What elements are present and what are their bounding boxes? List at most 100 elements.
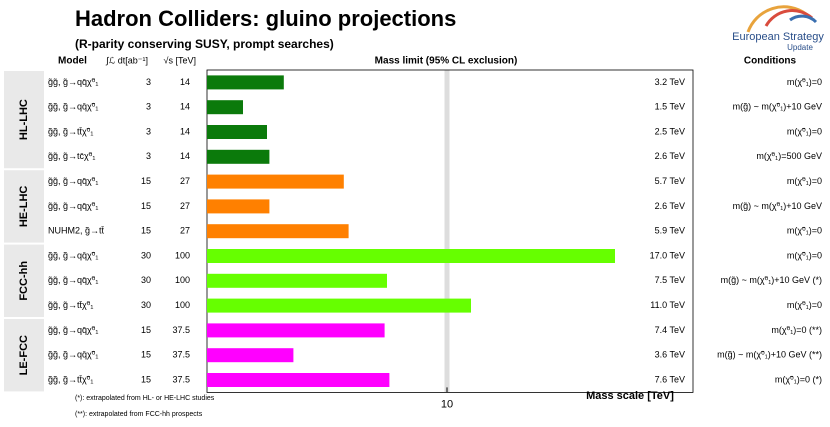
- group-label: HL-LHC: [18, 99, 30, 140]
- value-label: 5.7 TeV: [655, 176, 685, 186]
- bar: [207, 224, 349, 239]
- sqrt-s: 100: [175, 275, 190, 285]
- model: g̃g̃, g̃→tt̄χ̃⁰₁: [48, 126, 94, 136]
- condition: m(g̃) ~ m(χ̃⁰₁)+10 GeV: [733, 201, 822, 211]
- bar: [207, 174, 344, 189]
- footnote: (**): extrapolated from FCC-hh prospects: [75, 411, 203, 418]
- luminosity: 15: [141, 226, 151, 236]
- condition: m(χ̃⁰₁)=500 GeV: [756, 151, 822, 161]
- bar: [207, 348, 294, 363]
- condition: m(χ̃⁰₁)=0 (**): [771, 325, 822, 335]
- logo-text: Update: [787, 43, 813, 52]
- model: g̃g̃, g̃→qq̄χ̃⁰₁: [48, 350, 99, 360]
- group-label: FCC-hh: [18, 261, 30, 301]
- condition: m(g̃) ~ m(χ̃⁰₁)+10 GeV (**): [717, 350, 822, 360]
- model: NUHM2, g̃→tt̄: [48, 226, 105, 236]
- condition: m(g̃) ~ m(χ̃⁰₁)+10 GeV (*): [721, 275, 822, 285]
- sqrt-s: 27: [180, 176, 190, 186]
- condition: m(χ̃⁰₁)=0 (*): [775, 374, 822, 384]
- logo-text: European Strategy: [732, 31, 824, 43]
- group-label: HE-LHC: [18, 186, 30, 228]
- bar: [207, 273, 387, 288]
- sqrt-s: 14: [180, 77, 190, 87]
- bar: [207, 125, 267, 139]
- value-label: 2.6 TeV: [655, 201, 685, 211]
- bar: [207, 75, 284, 90]
- x-tick-label: 10: [441, 398, 453, 410]
- sqrt-s: 37.5: [172, 325, 190, 335]
- luminosity: 3: [146, 102, 151, 112]
- condition: m(χ̃⁰₁)=0: [787, 176, 822, 186]
- condition: m(χ̃⁰₁)=0: [787, 226, 822, 236]
- luminosity: 15: [141, 201, 151, 211]
- chart-subtitle: (R-parity conserving SUSY, prompt search…: [75, 37, 334, 51]
- value-label: 17.0 TeV: [650, 250, 685, 260]
- bar: [207, 249, 615, 263]
- sqrt-s: 37.5: [172, 350, 190, 360]
- value-label: 2.5 TeV: [655, 126, 685, 136]
- sqrt-s: 100: [175, 300, 190, 310]
- model: g̃g̃, g̃→qq̄χ̃⁰₁: [48, 325, 99, 335]
- luminosity: 15: [141, 350, 151, 360]
- bar: [207, 298, 471, 313]
- model: g̃g̃, g̃→qq̄χ̃⁰₁: [48, 77, 99, 87]
- condition: m(χ̃⁰₁)=0: [787, 250, 822, 260]
- chart-title: Hadron Colliders: gluino projections: [75, 6, 456, 31]
- condition: m(g̃) ~ m(χ̃⁰₁)+10 GeV: [733, 102, 822, 112]
- luminosity: 3: [146, 126, 151, 136]
- luminosity: 30: [141, 300, 151, 310]
- condition: m(χ̃⁰₁)=0: [787, 126, 822, 136]
- model: g̃g̃, g̃→qq̄χ̃⁰₁: [48, 250, 99, 260]
- x-axis-label: Mass scale [TeV]: [586, 390, 674, 402]
- sqrt-s: 100: [175, 250, 190, 260]
- model: g̃g̃, g̃→qq̄χ̃⁰₁: [48, 201, 99, 211]
- logo-arc: [789, 14, 818, 24]
- logo-arc: [764, 9, 813, 27]
- luminosity: 3: [146, 151, 151, 161]
- luminosity: 15: [141, 176, 151, 186]
- value-label: 7.5 TeV: [655, 275, 685, 285]
- value-label: 3.6 TeV: [655, 350, 685, 360]
- model: g̃g̃, g̃→qq̄χ̃⁰₁: [48, 102, 99, 112]
- model: g̃g̃, g̃→tt̄χ̃⁰₁: [48, 374, 94, 384]
- group-box: [4, 319, 44, 392]
- condition: m(χ̃⁰₁)=0: [787, 300, 822, 310]
- column-header: Conditions: [744, 56, 797, 67]
- sqrt-s: 37.5: [172, 374, 190, 384]
- model: g̃g̃, g̃→qq̄χ̃⁰₁: [48, 176, 99, 186]
- group-box: [4, 71, 44, 169]
- model: g̃g̃, g̃→qq̄χ̃⁰₁: [48, 275, 99, 285]
- column-header: ∫ℒ dt[ab⁻¹]: [105, 55, 148, 65]
- bar: [207, 373, 390, 387]
- luminosity: 15: [141, 325, 151, 335]
- column-header: Mass limit (95% CL exclusion): [375, 56, 518, 67]
- luminosity: 30: [141, 250, 151, 260]
- value-label: 3.2 TeV: [655, 77, 685, 87]
- group-label: LE-FCC: [18, 335, 30, 375]
- footnote: (*): extrapolated from HL- or HE-LHC stu…: [75, 395, 215, 402]
- value-label: 7.6 TeV: [655, 374, 685, 384]
- column-header: Model: [58, 56, 87, 67]
- sqrt-s: 14: [180, 151, 190, 161]
- model: g̃g̃, g̃→tc̄χ̃⁰₁: [48, 151, 96, 161]
- model: g̃g̃, g̃→tt̄χ̃⁰₁: [48, 300, 94, 310]
- value-label: 5.9 TeV: [655, 226, 685, 236]
- bar: [207, 149, 270, 164]
- value-label: 1.5 TeV: [655, 102, 685, 112]
- sqrt-s: 14: [180, 126, 190, 136]
- value-label: 11.0 TeV: [650, 300, 685, 310]
- bar: [207, 199, 270, 214]
- condition: m(χ̃⁰₁)=0: [787, 77, 822, 87]
- luminosity: 15: [141, 374, 151, 384]
- column-header: √s [TeV]: [164, 55, 196, 65]
- group-box: [4, 244, 44, 317]
- bar: [207, 323, 385, 338]
- sqrt-s: 27: [180, 226, 190, 236]
- sqrt-s: 14: [180, 102, 190, 112]
- luminosity: 3: [146, 77, 151, 87]
- sqrt-s: 27: [180, 201, 190, 211]
- value-label: 2.6 TeV: [655, 151, 685, 161]
- value-label: 7.4 TeV: [655, 325, 685, 335]
- bar: [207, 100, 243, 115]
